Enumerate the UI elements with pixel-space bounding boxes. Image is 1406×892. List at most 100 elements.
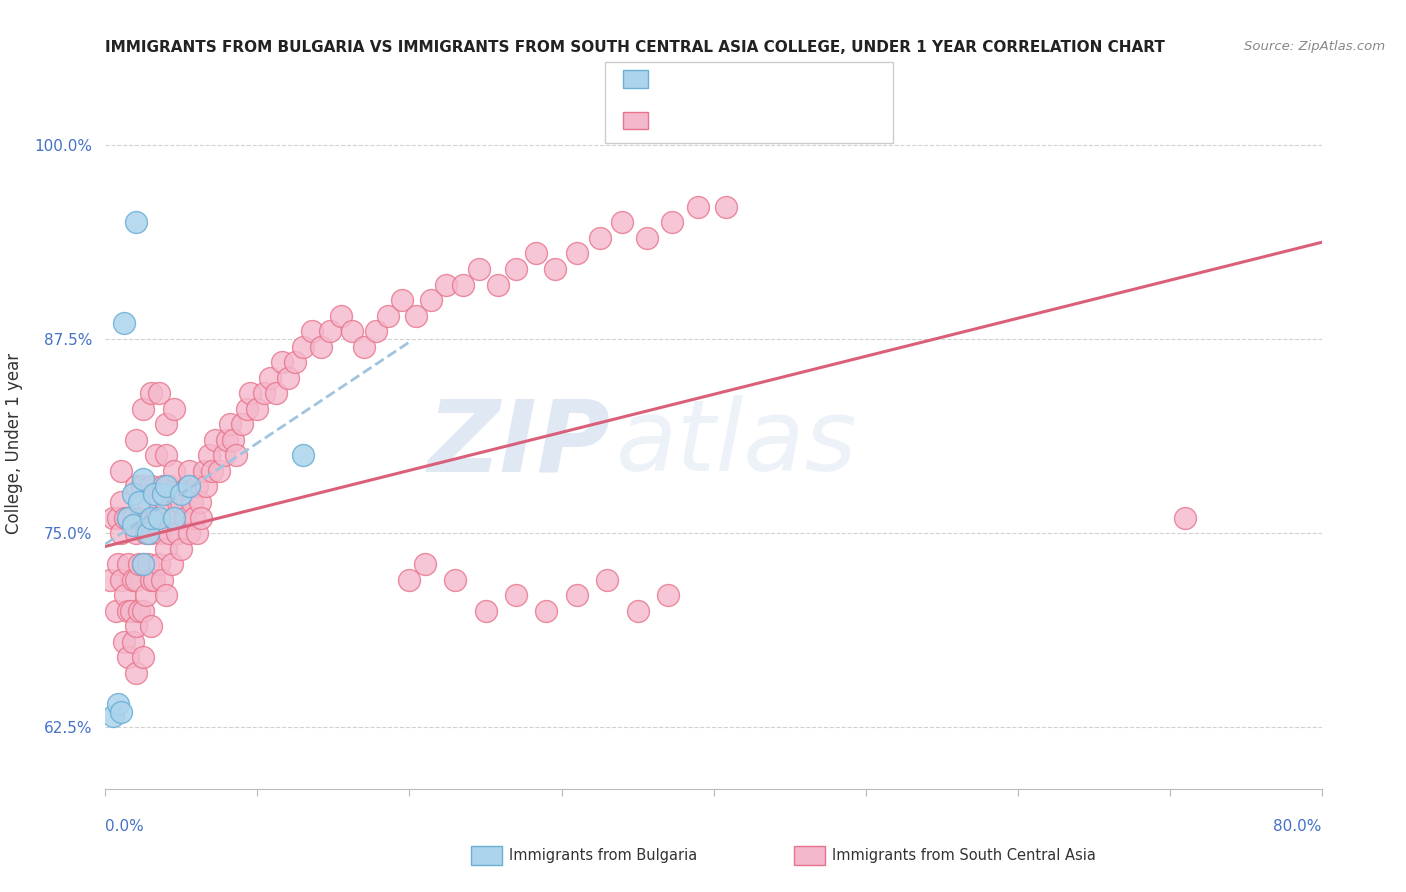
Point	[353, 340, 375, 354]
Point	[143, 487, 166, 501]
Text: R = 0.287: R = 0.287	[657, 72, 733, 87]
Point	[194, 479, 217, 493]
Point	[714, 200, 737, 214]
Point	[217, 433, 239, 447]
Point	[132, 401, 155, 416]
Point	[132, 557, 155, 571]
Text: N = 141: N = 141	[773, 113, 837, 128]
Point	[112, 635, 135, 649]
Point	[128, 495, 150, 509]
Point	[565, 246, 588, 260]
Point	[434, 277, 457, 292]
Point	[419, 293, 441, 307]
Point	[163, 510, 186, 524]
Point	[231, 417, 253, 432]
Point	[190, 510, 212, 524]
Text: Immigrants from Bulgaria: Immigrants from Bulgaria	[509, 848, 697, 863]
Point	[201, 464, 224, 478]
Point	[657, 588, 679, 602]
Point	[474, 604, 496, 618]
Point	[155, 449, 177, 463]
Point	[125, 665, 148, 680]
Point	[544, 262, 567, 277]
Point	[155, 417, 177, 432]
Point	[117, 604, 139, 618]
Point	[413, 557, 436, 571]
Point	[1174, 510, 1197, 524]
Point	[136, 526, 159, 541]
Point	[505, 262, 527, 277]
Text: 80.0%: 80.0%	[1274, 820, 1322, 834]
Point	[311, 340, 333, 354]
Point	[139, 479, 162, 493]
Point	[505, 588, 527, 602]
Point	[117, 510, 139, 524]
Point	[121, 518, 143, 533]
Point	[163, 401, 186, 416]
Point	[157, 479, 180, 493]
Point	[136, 495, 159, 509]
Point	[170, 495, 193, 509]
Point	[135, 526, 157, 541]
Point	[128, 604, 150, 618]
Text: Source: ZipAtlas.com: Source: ZipAtlas.com	[1244, 40, 1385, 54]
Point	[125, 215, 148, 229]
Point	[107, 557, 129, 571]
Point	[117, 650, 139, 665]
Point	[259, 370, 281, 384]
Point	[148, 386, 170, 401]
Point	[148, 557, 170, 571]
Text: N =  21: N = 21	[773, 72, 831, 87]
Point	[139, 573, 162, 587]
Point	[626, 604, 648, 618]
Point	[101, 510, 124, 524]
Point	[596, 573, 619, 587]
Point	[186, 526, 208, 541]
Point	[451, 277, 474, 292]
Point	[107, 697, 129, 711]
Point	[110, 495, 132, 509]
Point	[636, 231, 658, 245]
Point	[121, 487, 143, 501]
Point	[270, 355, 292, 369]
Point	[155, 588, 177, 602]
Point	[148, 495, 170, 509]
Point	[125, 619, 148, 633]
Point	[204, 433, 226, 447]
Point	[135, 588, 157, 602]
Point	[330, 309, 353, 323]
Point	[105, 604, 128, 618]
Point	[468, 262, 491, 277]
Point	[398, 573, 420, 587]
Point	[163, 464, 186, 478]
Point	[114, 588, 136, 602]
Point	[163, 510, 186, 524]
Point	[129, 510, 152, 524]
Point	[239, 386, 262, 401]
Point	[536, 604, 558, 618]
Point	[176, 479, 198, 493]
Point	[524, 246, 547, 260]
Point	[148, 510, 170, 524]
Point	[177, 464, 200, 478]
Point	[225, 449, 247, 463]
Point	[340, 324, 363, 338]
Point	[208, 464, 231, 478]
Point	[252, 386, 274, 401]
Point	[688, 200, 710, 214]
Point	[131, 479, 153, 493]
Point	[198, 449, 221, 463]
Point	[181, 495, 204, 509]
Point	[117, 510, 139, 524]
Point	[98, 573, 121, 587]
Point	[565, 588, 588, 602]
Point	[120, 604, 142, 618]
Point	[152, 487, 174, 501]
Point	[277, 370, 299, 384]
Y-axis label: College, Under 1 year: College, Under 1 year	[6, 353, 22, 534]
Point	[132, 604, 155, 618]
Point	[186, 479, 208, 493]
Point	[319, 324, 342, 338]
Point	[405, 309, 427, 323]
Text: R = 0.348: R = 0.348	[657, 113, 733, 128]
